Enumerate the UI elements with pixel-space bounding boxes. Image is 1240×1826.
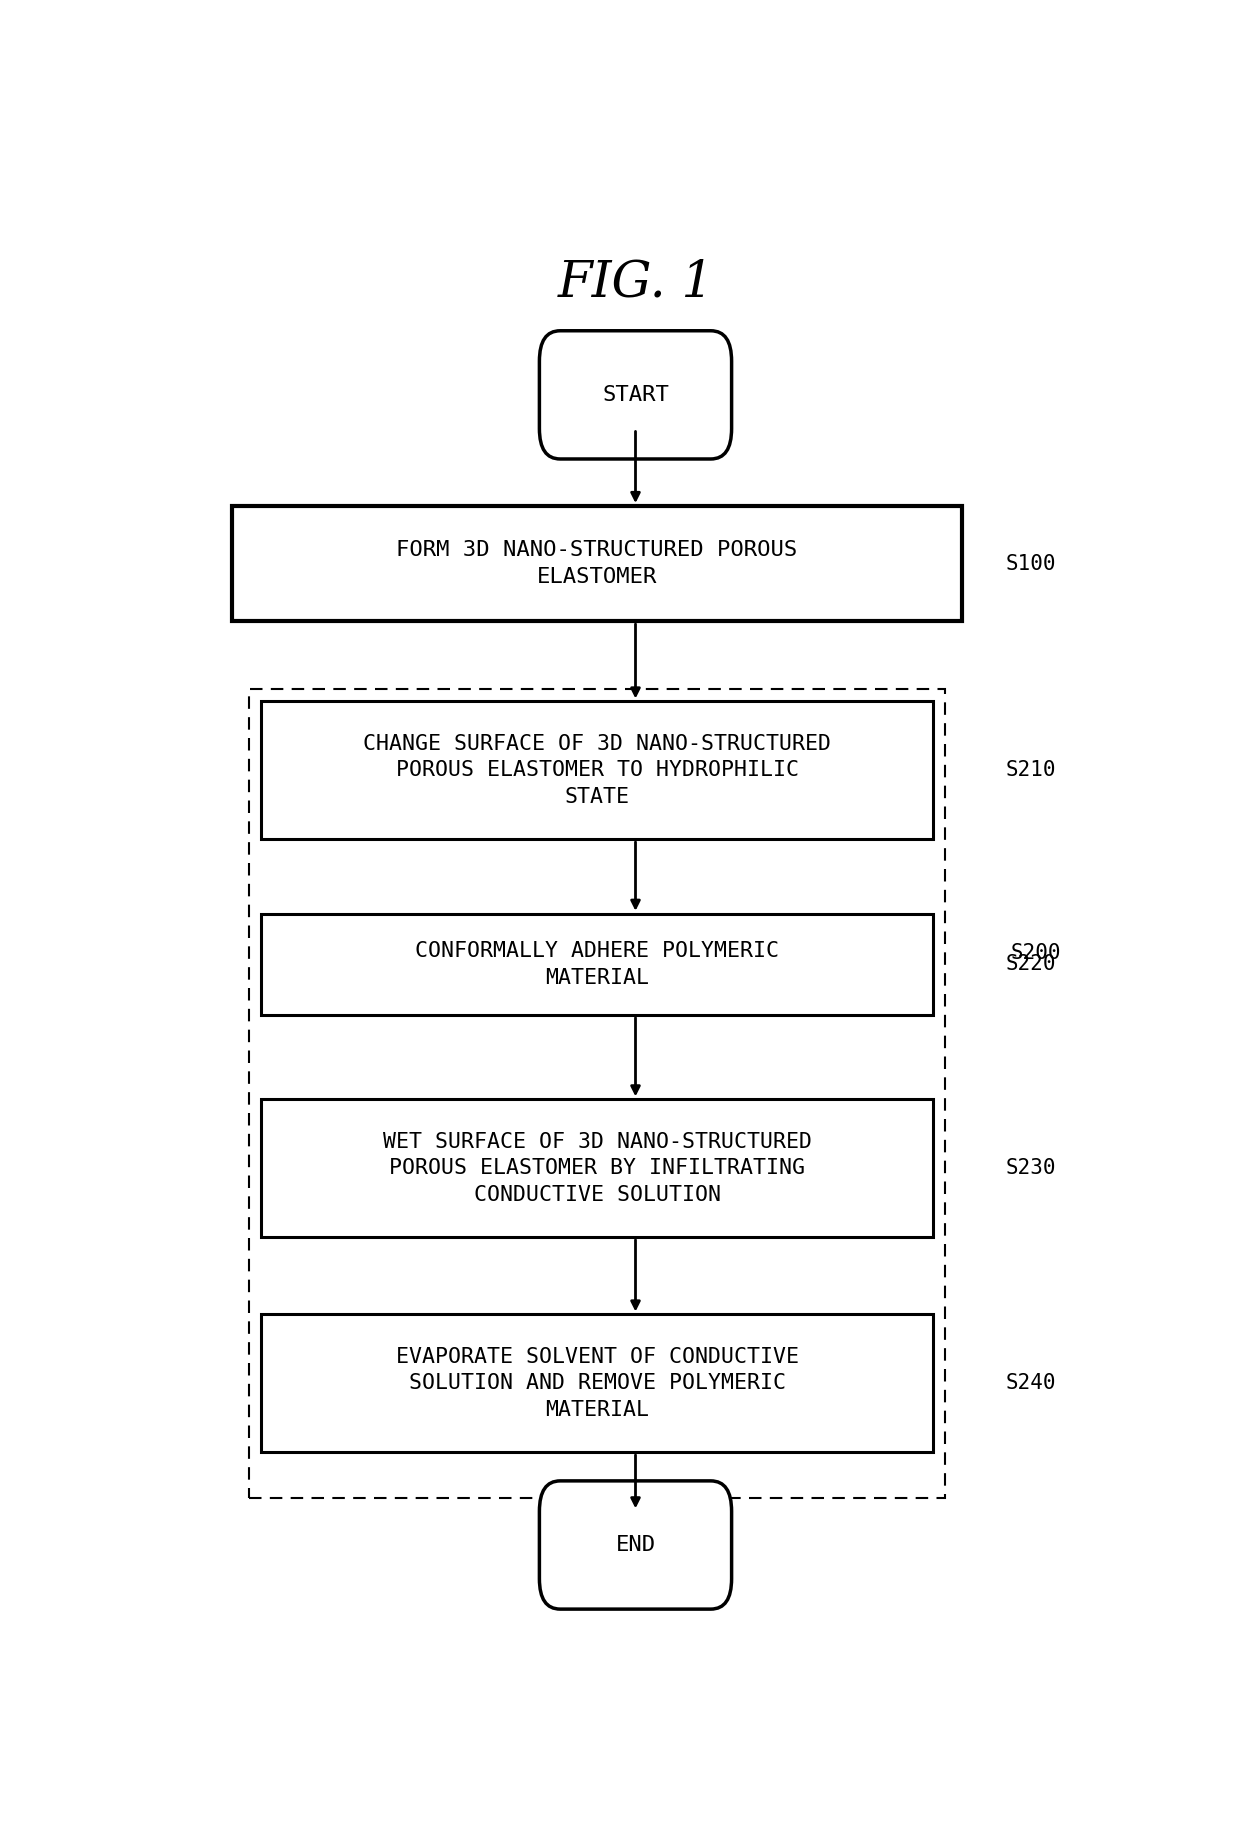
FancyBboxPatch shape [539, 1481, 732, 1609]
Bar [260, 1099, 934, 1236]
Text: WET SURFACE OF 3D NANO-STRUCTURED
POROUS ELASTOMER BY INFILTRATING
CONDUCTIVE SO: WET SURFACE OF 3D NANO-STRUCTURED POROUS… [383, 1132, 811, 1205]
Text: CONFORMALLY ADHERE POLYMERIC
MATERIAL: CONFORMALLY ADHERE POLYMERIC MATERIAL [415, 940, 779, 988]
Text: CHANGE SURFACE OF 3D NANO-STRUCTURED
POROUS ELASTOMER TO HYDROPHILIC
STATE: CHANGE SURFACE OF 3D NANO-STRUCTURED POR… [363, 734, 831, 807]
Bar [249, 690, 945, 1497]
Text: S240: S240 [1006, 1373, 1056, 1393]
Text: FORM 3D NANO-STRUCTURED POROUS
ELASTOMER: FORM 3D NANO-STRUCTURED POROUS ELASTOMER [397, 540, 797, 586]
Text: S230: S230 [1006, 1158, 1056, 1178]
Text: EVAPORATE SOLVENT OF CONDUCTIVE
SOLUTION AND REMOVE POLYMERIC
MATERIAL: EVAPORATE SOLVENT OF CONDUCTIVE SOLUTION… [396, 1348, 799, 1419]
Text: S100: S100 [1006, 553, 1056, 573]
Text: S220: S220 [1006, 955, 1056, 975]
Text: FIG. 1: FIG. 1 [557, 257, 714, 307]
Text: END: END [615, 1536, 656, 1556]
Bar [260, 913, 934, 1015]
FancyBboxPatch shape [539, 331, 732, 458]
Text: S200: S200 [1011, 942, 1060, 962]
Bar [232, 506, 962, 621]
Text: S210: S210 [1006, 760, 1056, 780]
Bar [260, 701, 934, 840]
Text: START: START [603, 385, 668, 405]
Bar [260, 1315, 934, 1452]
